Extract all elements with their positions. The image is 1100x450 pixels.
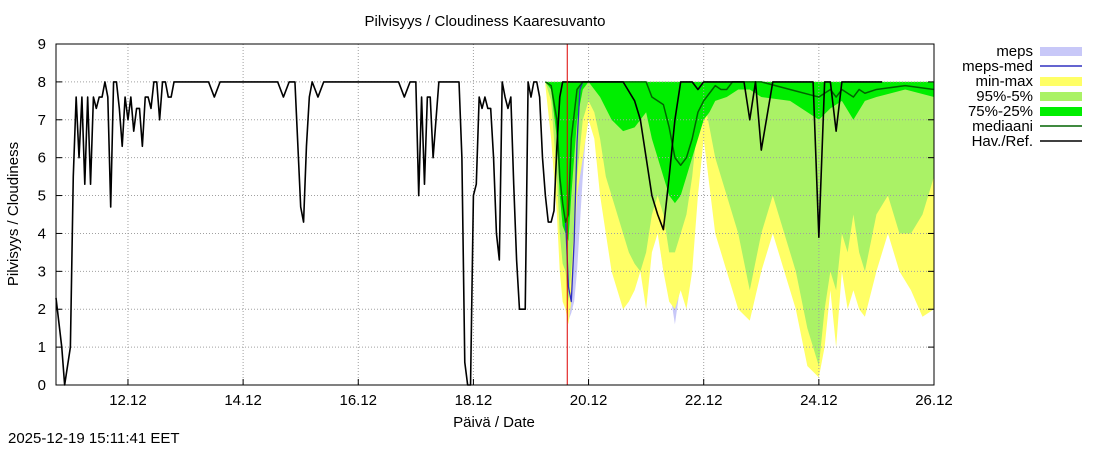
x-tick-label-5: 22.12 bbox=[685, 392, 723, 409]
y-tick-label-8: 8 bbox=[38, 74, 46, 91]
legend-label-meps_med: meps-med bbox=[962, 58, 1033, 75]
plot-frame bbox=[55, 43, 935, 386]
x-tick-label-7: 26.12 bbox=[915, 392, 953, 409]
observation-line bbox=[55, 81, 883, 386]
x-tick-label-6: 24.12 bbox=[800, 392, 838, 409]
y-axis-ticks: 0 1 2 3 4 5 6 7 8 9 bbox=[38, 36, 934, 394]
legend-label-median: mediaani bbox=[972, 118, 1033, 135]
y-tick-label-0: 0 bbox=[38, 377, 46, 394]
y-axis-label: Pilvisyys / Cloudiness bbox=[5, 142, 22, 286]
legend-label-minmax: min-max bbox=[975, 73, 1033, 90]
forecast-bands bbox=[545, 81, 934, 378]
p95-5-band bbox=[545, 81, 934, 367]
legend-swatch-minmax bbox=[1040, 77, 1082, 86]
y-tick-label-4: 4 bbox=[38, 225, 46, 242]
legend-label-obs: Hav./Ref. bbox=[972, 133, 1033, 150]
legend-label-p75_25: 75%-25% bbox=[968, 103, 1033, 120]
legend-label-p95_5: 95%-5% bbox=[976, 88, 1033, 105]
y-tick-label-7: 7 bbox=[38, 112, 46, 129]
generated-timestamp: 2025-12-19 15:11:41 EET bbox=[8, 430, 180, 447]
y-tick-label-6: 6 bbox=[38, 150, 46, 167]
legend: mepsmeps-medmin-max95%-5%75%-25%mediaani… bbox=[962, 43, 1082, 150]
chart-title: Pilvisyys / Cloudiness Kaaresuvanto bbox=[365, 13, 606, 30]
y-tick-label-9: 9 bbox=[38, 36, 46, 53]
meps-med-line bbox=[564, 81, 584, 303]
legend-label-meps: meps bbox=[996, 43, 1033, 60]
x-tick-label-4: 20.12 bbox=[570, 392, 608, 409]
series-lines bbox=[55, 81, 935, 386]
legend-swatch-meps bbox=[1040, 47, 1082, 56]
x-axis-label: Päivä / Date bbox=[453, 414, 535, 431]
y-tick-label-2: 2 bbox=[38, 301, 46, 318]
y-tick-label-1: 1 bbox=[38, 339, 46, 356]
y-tick-label-5: 5 bbox=[38, 188, 46, 205]
x-tick-label-2: 16.12 bbox=[339, 392, 377, 409]
x-tick-label-0: 12.12 bbox=[109, 392, 147, 409]
x-axis-ticks: 12.12 14.12 16.12 18.12 20.12 22.12 24.12 26.12 bbox=[109, 379, 953, 409]
y-tick-label-3: 3 bbox=[38, 263, 46, 280]
legend-swatch-p95_5 bbox=[1040, 92, 1082, 101]
legend-swatch-p75_25 bbox=[1040, 107, 1082, 116]
x-tick-label-3: 18.12 bbox=[455, 392, 493, 409]
x-tick-label-1: 14.12 bbox=[224, 392, 262, 409]
